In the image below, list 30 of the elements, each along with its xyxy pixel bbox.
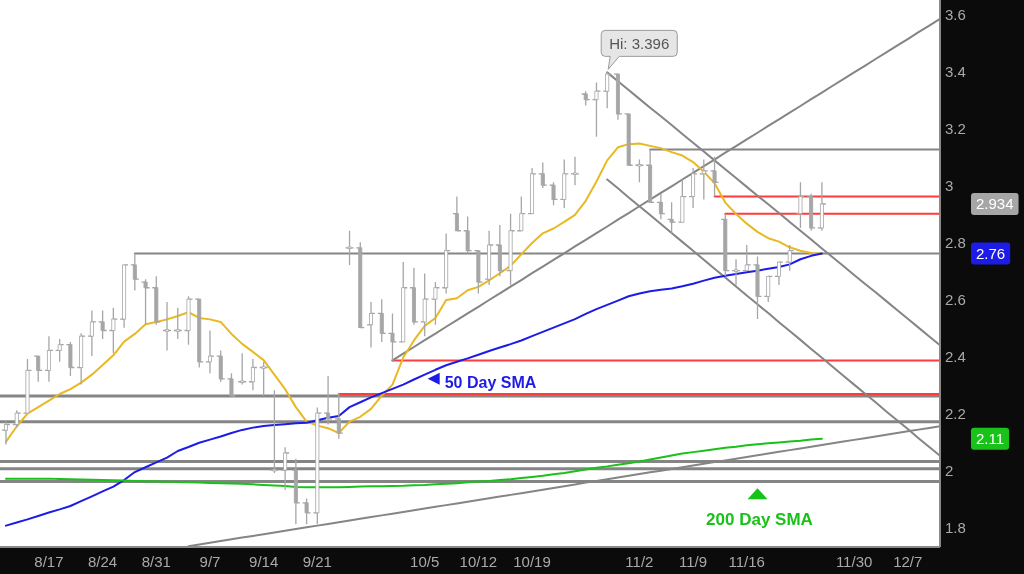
text: 2.76	[976, 245, 1006, 263]
legend-label: 50 Day SMA	[444, 373, 537, 391]
y-tick-label: 1.8	[945, 518, 966, 536]
x-tick-label: 8/17	[34, 552, 64, 570]
y-tick-label: 2	[945, 461, 954, 479]
x-tick-label: 8/31	[141, 552, 171, 570]
x-tick-label: 9/7	[199, 552, 221, 570]
x-tick-label: 8/24	[88, 552, 118, 570]
y-tick-label: 2.6	[945, 290, 966, 308]
x-tick-label: 11/16	[728, 552, 765, 570]
y-tick-label: 2.4	[945, 347, 966, 365]
x-tick-label: 11/2	[625, 552, 654, 570]
text: 200 Day SMA	[706, 509, 813, 529]
text: 2.934	[976, 195, 1014, 213]
y-tick-label: 3.6	[945, 5, 966, 23]
y-tick-label: 2.8	[945, 233, 966, 251]
x-tick-label: 11/30	[835, 552, 873, 570]
y-tick-label: 3.2	[945, 119, 966, 137]
x-tick-label: 10/5	[410, 552, 440, 570]
text: 2.11	[976, 430, 1005, 448]
annotation: Hi: 3.396	[609, 34, 670, 52]
x-tick-label: 10/12	[459, 552, 498, 570]
y-tick-label: 2.2	[945, 404, 966, 422]
x-tick-label: 11/9	[679, 552, 708, 570]
x-tick-label: 12/7	[893, 552, 923, 570]
y-tick-label: 3	[945, 176, 954, 194]
x-tick-label: 9/21	[302, 552, 332, 570]
x-tick-label: 9/14	[249, 552, 279, 570]
x-tick-label: 10/19	[513, 552, 551, 570]
y-tick-label: 3.4	[945, 62, 966, 80]
